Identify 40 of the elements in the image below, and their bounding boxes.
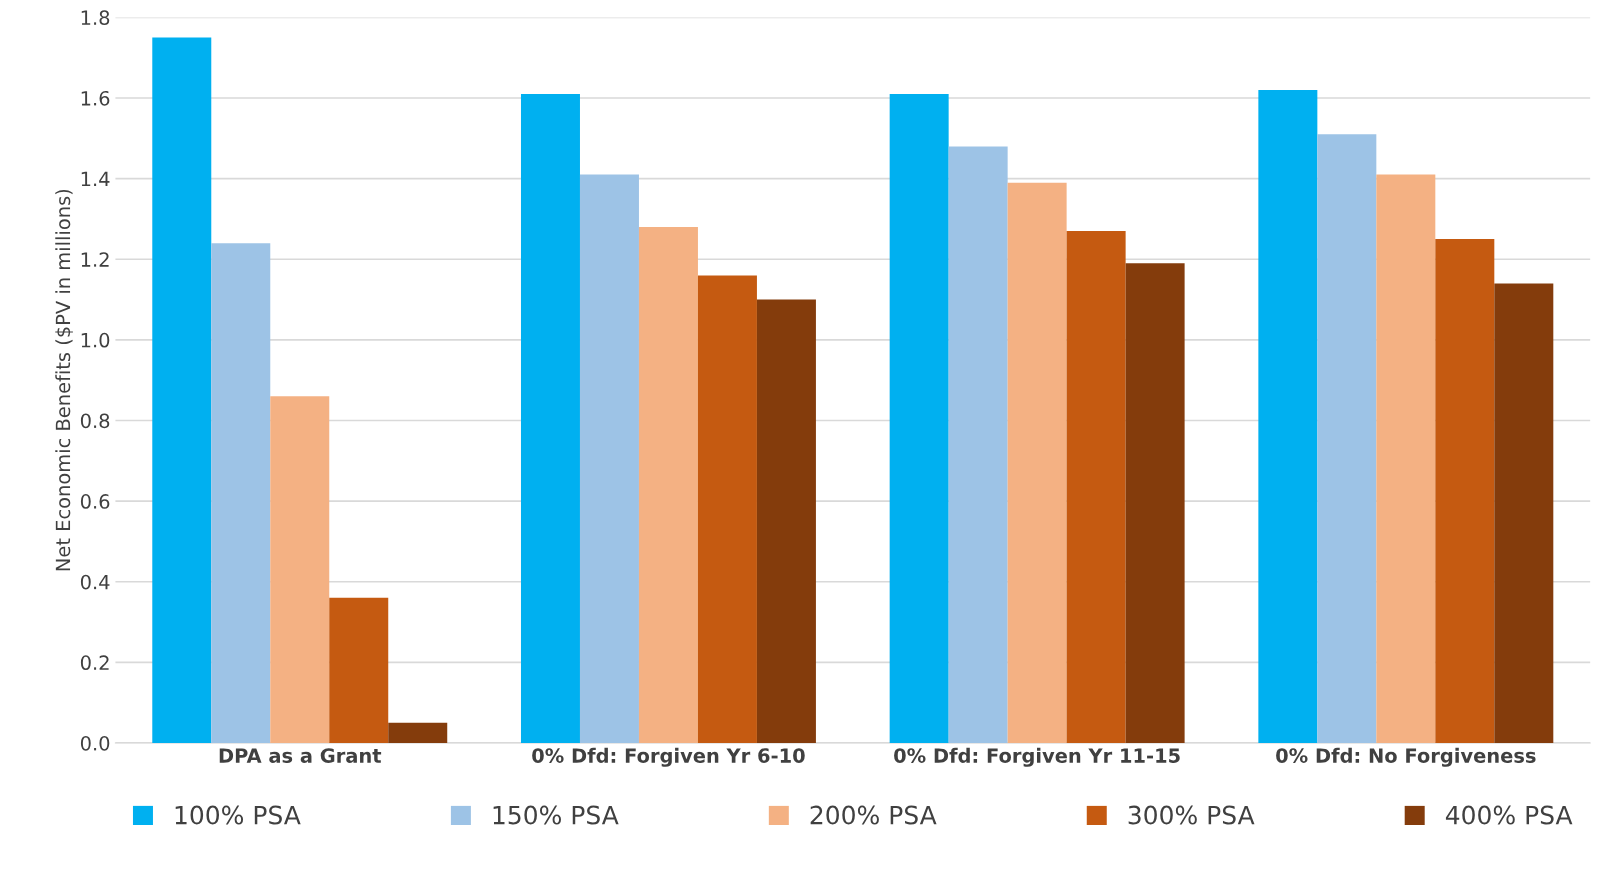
x-tick-label: 0% Dfd: No Forgiveness (1276, 747, 1536, 767)
bar (1007, 182, 1067, 743)
bar (1376, 174, 1436, 743)
x-tick-label: DPA as a Grant (219, 748, 382, 763)
bar (889, 93, 949, 743)
legend-label: 400% PSA (1445, 805, 1573, 825)
bar (948, 146, 1008, 743)
bar (329, 597, 389, 743)
bar (638, 227, 698, 743)
bar (152, 37, 212, 743)
y-tick-label: 1.8 (81, 10, 110, 26)
y-tick-label: 0.6 (80, 494, 110, 509)
bar (1258, 89, 1318, 743)
x-tick-label: 0% Dfd: Forgiven Yr 11-15 (894, 747, 1180, 767)
bar (211, 243, 271, 743)
bar (520, 93, 580, 743)
bar (1125, 263, 1185, 743)
y-tick-label: 1.0 (81, 332, 110, 348)
bar (1494, 283, 1554, 743)
y-tick-label: 1.2 (81, 252, 109, 267)
bar (579, 174, 639, 743)
legend-label: 200% PSA (810, 805, 937, 825)
x-tick-label: 0% Dfd: Forgiven Yr 6-10 (532, 747, 805, 767)
bar (1435, 239, 1495, 743)
y-tick-label: 1.6 (81, 90, 110, 106)
bar (270, 396, 330, 743)
y-tick-label: 0.8 (80, 413, 110, 429)
bar (1317, 134, 1377, 743)
y-tick-label: 0.4 (80, 574, 110, 590)
bar (388, 722, 448, 743)
bar (1066, 231, 1126, 743)
legend-label: 150% PSA (493, 805, 619, 825)
bar (756, 299, 816, 743)
bar (697, 275, 757, 743)
legend-label: 100% PSA (175, 805, 301, 825)
y-tick-label: 0.0 (80, 735, 110, 751)
y-axis-title: Net Economic Benefits ($PV in millions) (55, 189, 73, 571)
y-tick-label: 1.4 (81, 171, 110, 187)
y-tick-label: 0.2 (80, 655, 109, 671)
legend-label: 300% PSA (1128, 805, 1255, 825)
